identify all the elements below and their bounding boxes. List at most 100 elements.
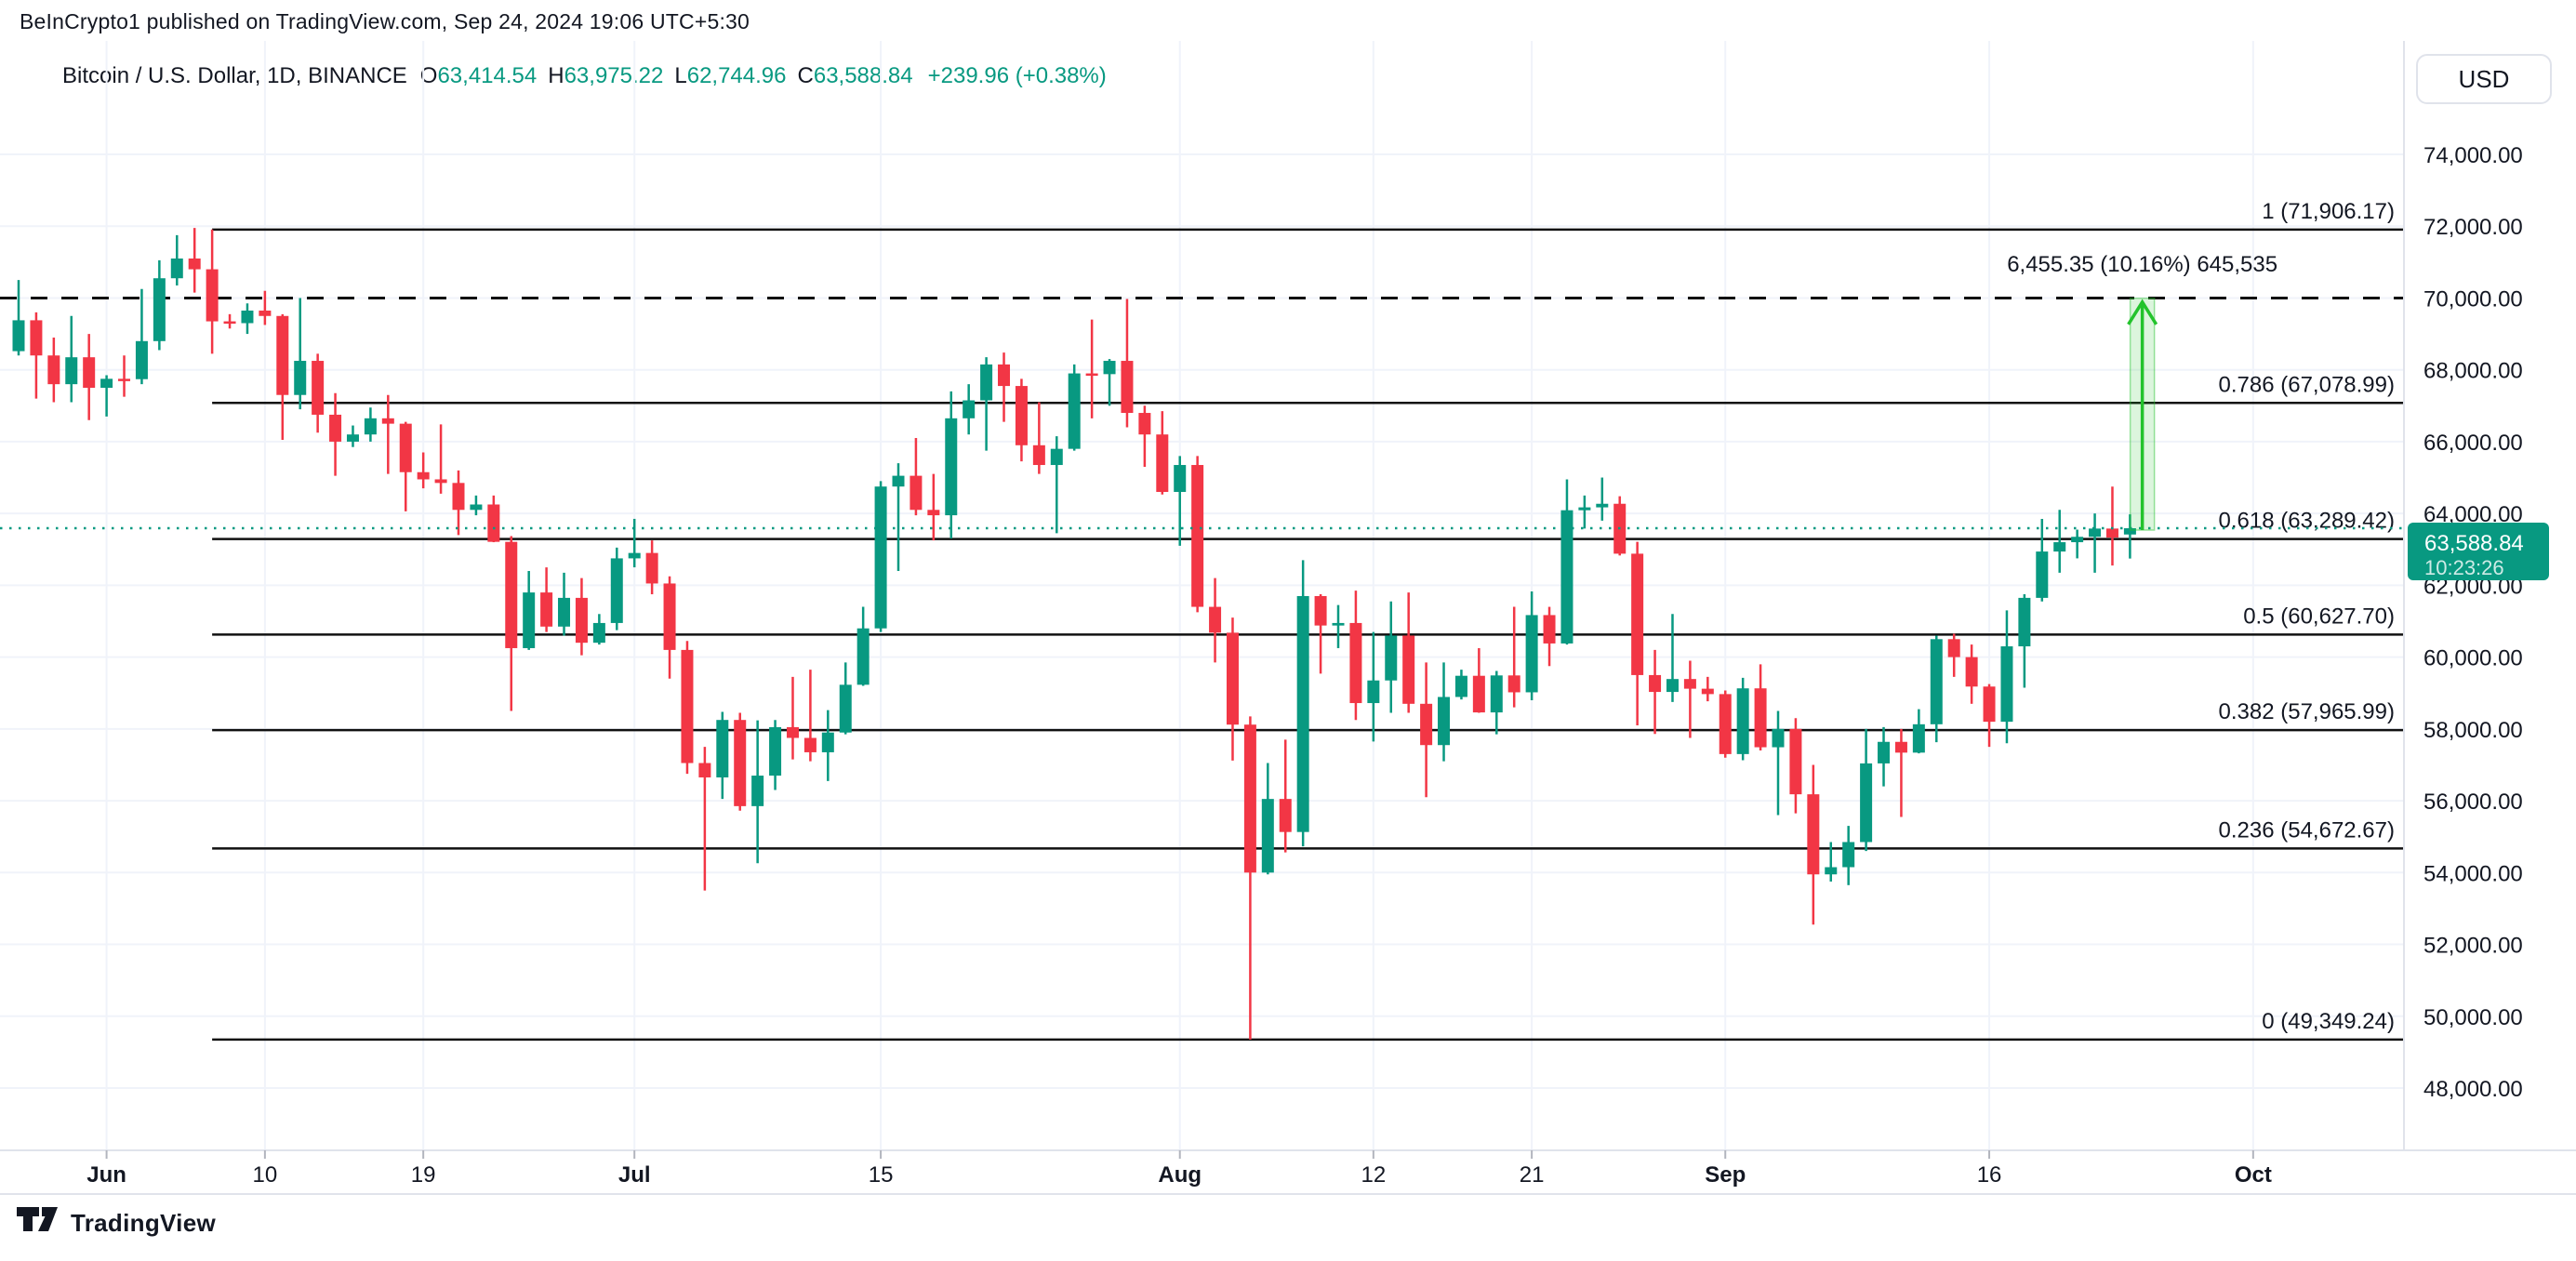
candle: [1226, 617, 1239, 761]
candle: [1314, 594, 1327, 674]
candle: [170, 234, 183, 285]
candle: [1349, 591, 1362, 721]
candle: [364, 407, 377, 442]
candle: [963, 384, 976, 435]
price-axis[interactable]: 74,000.00 72,000.00 70,000.00 68,000.00 66,0…: [2423, 143, 2523, 1102]
time-tick-label: 16: [1977, 1162, 2002, 1188]
candle: [1613, 496, 1627, 556]
candle: [2053, 510, 2066, 573]
candle: [399, 421, 412, 511]
time-axis[interactable]: Jun 10 19 Jul 15 Aug 12 21 Sep 16 Oct: [86, 1150, 2272, 1188]
candle: [1490, 670, 1503, 735]
candle: [540, 567, 553, 632]
candle: [47, 337, 60, 403]
fib-label-0: 0 (49,349.24): [2262, 1009, 2395, 1034]
candle: [434, 424, 447, 494]
price-change: +239.96 (+0.38%): [927, 63, 1107, 88]
candle: [663, 576, 676, 679]
candle: [751, 720, 764, 864]
candle: [575, 577, 588, 656]
candle: [329, 392, 342, 476]
candle: [1649, 649, 1662, 735]
candle: [65, 315, 78, 403]
price-tick-label: 74,000.00: [2423, 143, 2523, 168]
fib-label-0.236: 0.236 (54,672.67): [2219, 817, 2395, 843]
candle: [1243, 716, 1256, 1040]
candle: [786, 676, 799, 760]
candle: [1050, 436, 1063, 534]
tradingview-logo-icon: [17, 1207, 58, 1231]
time-tick-label: 21: [1520, 1162, 1545, 1188]
time-tick-label: 12: [1361, 1162, 1386, 1188]
candle: [1983, 684, 1996, 748]
fib-retracement[interactable]: 1 (71,906.17) 0.786 (67,078.99) 0.618 (63,…: [212, 199, 2404, 1042]
candle: [1191, 456, 1204, 613]
time-tick-label: Jul: [618, 1162, 651, 1188]
candle: [135, 288, 148, 385]
price-tick-label: 50,000.00: [2423, 1005, 2523, 1030]
candle: [153, 259, 166, 351]
ohlc-open: O63,414.54: [419, 63, 538, 88]
candle: [346, 425, 359, 447]
svg-text:10:23:26: 10:23:26: [2424, 556, 2504, 579]
fib-label-0.382: 0.382 (57,965.99): [2219, 699, 2395, 724]
time-tick-label: 19: [411, 1162, 436, 1188]
candle: [1701, 676, 1714, 702]
candle: [259, 290, 272, 325]
candle: [1894, 728, 1907, 817]
candle: [2123, 514, 2136, 559]
candles-series: [12, 228, 2136, 1040]
tradingview-logo-text: TradingView: [71, 1208, 216, 1237]
currency-toggle-button[interactable]: USD: [2416, 54, 2552, 104]
candle: [1454, 670, 1467, 700]
candle: [945, 391, 958, 539]
arrow-measure-label: 6,455.35 (10.16%) 645,535: [2007, 252, 2277, 277]
projection-arrow[interactable]: 6,455.35 (10.16%) 645,535: [2007, 252, 2277, 531]
svg-text:63,588.84: 63,588.84: [2424, 531, 2524, 556]
candle: [1596, 477, 1609, 521]
fib-label-1: 1 (71,906.17): [2262, 199, 2395, 224]
time-tick-label: Sep: [1705, 1162, 1746, 1188]
time-tick-label: Jun: [86, 1162, 126, 1188]
grid: [0, 41, 2404, 1150]
candle: [592, 614, 605, 645]
candle: [241, 303, 254, 335]
candle: [1385, 601, 1398, 713]
candle: [558, 572, 571, 636]
candle: [2105, 486, 2118, 566]
candle: [980, 357, 993, 451]
candle: [1842, 826, 1855, 885]
candle: [417, 452, 430, 489]
candle: [1719, 690, 1732, 758]
chart-legend[interactable]: Bitcoin / U.S. Dollar, 1D, BINANCE O63,4…: [62, 63, 1107, 89]
candle: [1279, 739, 1292, 853]
price-tick-label: 48,000.00: [2423, 1077, 2523, 1102]
candle: [206, 229, 219, 354]
candle: [769, 720, 782, 790]
ohlc-close: C63,588.84: [797, 63, 913, 88]
candle: [1438, 662, 1451, 762]
candle: [927, 473, 940, 541]
candle: [1578, 495, 1591, 529]
candle: [1085, 319, 1098, 418]
candle: [856, 606, 870, 686]
candle: [30, 312, 43, 399]
candle: [839, 662, 852, 735]
candle: [1296, 560, 1309, 847]
candle: [803, 670, 817, 762]
candle: [1666, 614, 1679, 702]
candle: [681, 641, 694, 775]
candle: [276, 313, 289, 440]
price-tick-label: 58,000.00: [2423, 718, 2523, 743]
fib-label-0.5: 0.5 (60,627.70): [2243, 604, 2395, 629]
ohlc-low: L62,744.96: [674, 63, 787, 88]
candle: [1121, 299, 1134, 428]
candle: [83, 334, 96, 420]
candle: [1261, 763, 1274, 875]
price-tick-label: 72,000.00: [2423, 215, 2523, 240]
candle: [1825, 842, 1838, 882]
footer-brand[interactable]: TradingView: [17, 1207, 216, 1239]
price-tick-label: 66,000.00: [2423, 431, 2523, 456]
candle: [1068, 364, 1081, 451]
